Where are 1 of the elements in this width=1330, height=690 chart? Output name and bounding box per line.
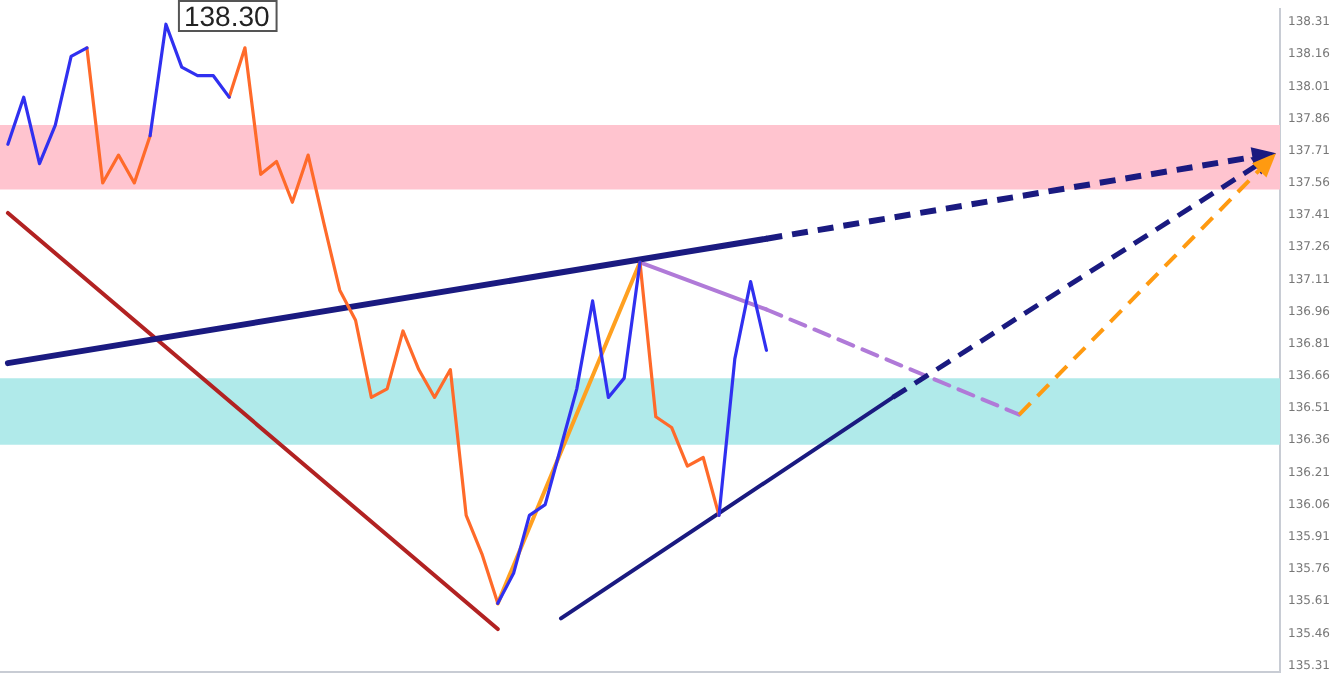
annotation: 138.30 (183, 0, 270, 32)
